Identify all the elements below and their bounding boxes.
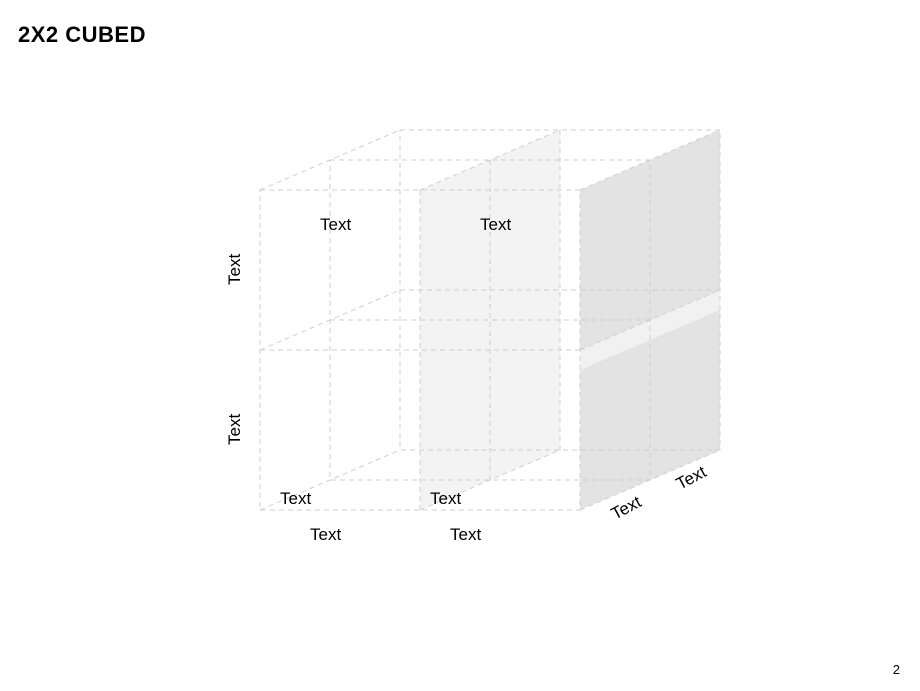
label-left-axis-bottom: Text: [225, 414, 244, 445]
label-front-bl: Text: [280, 489, 311, 508]
label-left-axis-top: Text: [225, 254, 244, 285]
slide-title: 2X2 CUBED: [18, 22, 146, 48]
label-top-left: Text: [320, 215, 351, 234]
label-depth-near: Text: [608, 492, 645, 524]
label-top-right: Text: [480, 215, 511, 234]
label-front-br: Text: [430, 489, 461, 508]
cube-diagram: Text Text Text Text Text Text Text Text …: [200, 110, 760, 615]
page-number: 2: [893, 662, 900, 677]
label-bottom-axis-left: Text: [310, 525, 341, 544]
label-bottom-axis-right: Text: [450, 525, 481, 544]
